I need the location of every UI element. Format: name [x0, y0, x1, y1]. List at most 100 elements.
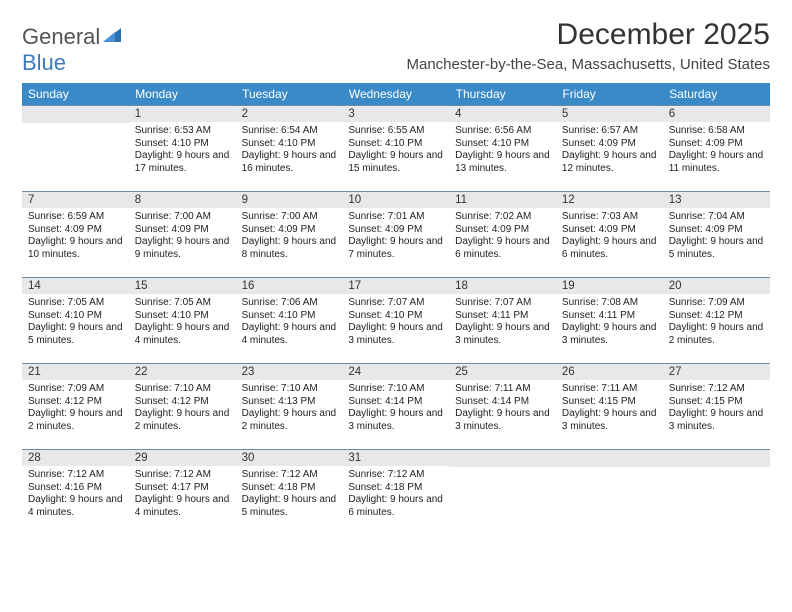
- day-number: 22: [129, 364, 236, 380]
- daylight-text: Daylight: 9 hours and 6 minutes.: [455, 236, 550, 261]
- day-details: Sunrise: 7:11 AMSunset: 4:14 PMDaylight:…: [449, 380, 556, 437]
- sunset-text: Sunset: 4:09 PM: [669, 224, 764, 237]
- sunset-text: Sunset: 4:09 PM: [28, 224, 123, 237]
- calendar-cell: 20Sunrise: 7:09 AMSunset: 4:12 PMDayligh…: [663, 278, 770, 364]
- day-header: Thursday: [449, 83, 556, 106]
- day-details: Sunrise: 7:02 AMSunset: 4:09 PMDaylight:…: [449, 208, 556, 265]
- calendar-cell: [22, 106, 129, 192]
- calendar-cell: 24Sunrise: 7:10 AMSunset: 4:14 PMDayligh…: [342, 364, 449, 450]
- day-details: Sunrise: 7:05 AMSunset: 4:10 PMDaylight:…: [129, 294, 236, 351]
- day-number: 12: [556, 192, 663, 208]
- day-number: 16: [236, 278, 343, 294]
- calendar-week-row: 28Sunrise: 7:12 AMSunset: 4:16 PMDayligh…: [22, 450, 770, 536]
- daylight-text: Daylight: 9 hours and 4 minutes.: [242, 322, 337, 347]
- daylight-text: Daylight: 9 hours and 5 minutes.: [242, 494, 337, 519]
- page-subtitle: Manchester-by-the-Sea, Massachusetts, Un…: [406, 56, 770, 73]
- sunrise-text: Sunrise: 6:54 AM: [242, 125, 337, 138]
- day-number: 1: [129, 106, 236, 122]
- calendar-cell: 12Sunrise: 7:03 AMSunset: 4:09 PMDayligh…: [556, 192, 663, 278]
- day-number: 31: [342, 450, 449, 466]
- calendar-cell: 4Sunrise: 6:56 AMSunset: 4:10 PMDaylight…: [449, 106, 556, 192]
- day-details: Sunrise: 7:05 AMSunset: 4:10 PMDaylight:…: [22, 294, 129, 351]
- day-details: Sunrise: 7:04 AMSunset: 4:09 PMDaylight:…: [663, 208, 770, 265]
- calendar-cell: 6Sunrise: 6:58 AMSunset: 4:09 PMDaylight…: [663, 106, 770, 192]
- sunset-text: Sunset: 4:12 PM: [28, 396, 123, 409]
- sunrise-text: Sunrise: 7:09 AM: [669, 297, 764, 310]
- sunset-text: Sunset: 4:13 PM: [242, 396, 337, 409]
- daylight-text: Daylight: 9 hours and 9 minutes.: [135, 236, 230, 261]
- sunset-text: Sunset: 4:09 PM: [562, 224, 657, 237]
- sunrise-text: Sunrise: 7:07 AM: [455, 297, 550, 310]
- day-details: Sunrise: 7:12 AMSunset: 4:16 PMDaylight:…: [22, 466, 129, 523]
- sunset-text: Sunset: 4:10 PM: [242, 310, 337, 323]
- daylight-text: Daylight: 9 hours and 8 minutes.: [242, 236, 337, 261]
- calendar-week-row: 7Sunrise: 6:59 AMSunset: 4:09 PMDaylight…: [22, 192, 770, 278]
- sunrise-text: Sunrise: 7:08 AM: [562, 297, 657, 310]
- daylight-text: Daylight: 9 hours and 2 minutes.: [669, 322, 764, 347]
- day-number: 9: [236, 192, 343, 208]
- sunset-text: Sunset: 4:10 PM: [28, 310, 123, 323]
- day-details: Sunrise: 7:09 AMSunset: 4:12 PMDaylight:…: [663, 294, 770, 351]
- day-details: Sunrise: 6:53 AMSunset: 4:10 PMDaylight:…: [129, 122, 236, 179]
- sunset-text: Sunset: 4:16 PM: [28, 482, 123, 495]
- sunrise-text: Sunrise: 7:02 AM: [455, 211, 550, 224]
- calendar-cell: 27Sunrise: 7:12 AMSunset: 4:15 PMDayligh…: [663, 364, 770, 450]
- daylight-text: Daylight: 9 hours and 3 minutes.: [455, 322, 550, 347]
- sunrise-text: Sunrise: 7:09 AM: [28, 383, 123, 396]
- sunrise-text: Sunrise: 7:11 AM: [562, 383, 657, 396]
- calendar-cell: 7Sunrise: 6:59 AMSunset: 4:09 PMDaylight…: [22, 192, 129, 278]
- calendar-cell: [556, 450, 663, 536]
- sunrise-text: Sunrise: 7:10 AM: [242, 383, 337, 396]
- sunset-text: Sunset: 4:17 PM: [135, 482, 230, 495]
- daylight-text: Daylight: 9 hours and 17 minutes.: [135, 150, 230, 175]
- daylight-text: Daylight: 9 hours and 3 minutes.: [348, 408, 443, 433]
- day-number: 23: [236, 364, 343, 380]
- sunrise-text: Sunrise: 7:06 AM: [242, 297, 337, 310]
- day-details: Sunrise: 7:07 AMSunset: 4:10 PMDaylight:…: [342, 294, 449, 351]
- day-number: 29: [129, 450, 236, 466]
- calendar-cell: [663, 450, 770, 536]
- calendar-cell: 25Sunrise: 7:11 AMSunset: 4:14 PMDayligh…: [449, 364, 556, 450]
- day-details: Sunrise: 7:12 AMSunset: 4:17 PMDaylight:…: [129, 466, 236, 523]
- day-number: 28: [22, 450, 129, 466]
- calendar-cell: 29Sunrise: 7:12 AMSunset: 4:17 PMDayligh…: [129, 450, 236, 536]
- calendar-cell: 10Sunrise: 7:01 AMSunset: 4:09 PMDayligh…: [342, 192, 449, 278]
- calendar-cell: 28Sunrise: 7:12 AMSunset: 4:16 PMDayligh…: [22, 450, 129, 536]
- sunrise-text: Sunrise: 7:01 AM: [348, 211, 443, 224]
- day-header: Wednesday: [342, 83, 449, 106]
- day-details: Sunrise: 7:10 AMSunset: 4:14 PMDaylight:…: [342, 380, 449, 437]
- sunrise-text: Sunrise: 7:11 AM: [455, 383, 550, 396]
- calendar-table: SundayMondayTuesdayWednesdayThursdayFrid…: [22, 83, 770, 536]
- daylight-text: Daylight: 9 hours and 2 minutes.: [135, 408, 230, 433]
- day-details: Sunrise: 7:01 AMSunset: 4:09 PMDaylight:…: [342, 208, 449, 265]
- page-title: December 2025: [406, 18, 770, 52]
- sunrise-text: Sunrise: 7:00 AM: [135, 211, 230, 224]
- day-details: Sunrise: 7:00 AMSunset: 4:09 PMDaylight:…: [236, 208, 343, 265]
- sunset-text: Sunset: 4:18 PM: [242, 482, 337, 495]
- calendar-cell: 22Sunrise: 7:10 AMSunset: 4:12 PMDayligh…: [129, 364, 236, 450]
- day-details: Sunrise: 7:12 AMSunset: 4:15 PMDaylight:…: [663, 380, 770, 437]
- day-details: Sunrise: 7:00 AMSunset: 4:09 PMDaylight:…: [129, 208, 236, 265]
- day-details: Sunrise: 7:03 AMSunset: 4:09 PMDaylight:…: [556, 208, 663, 265]
- logo-text-general: General: [22, 24, 100, 49]
- day-number: 27: [663, 364, 770, 380]
- sunset-text: Sunset: 4:18 PM: [348, 482, 443, 495]
- calendar-week-row: 21Sunrise: 7:09 AMSunset: 4:12 PMDayligh…: [22, 364, 770, 450]
- sunset-text: Sunset: 4:09 PM: [455, 224, 550, 237]
- daylight-text: Daylight: 9 hours and 2 minutes.: [242, 408, 337, 433]
- sunrise-text: Sunrise: 7:12 AM: [242, 469, 337, 482]
- day-header: Friday: [556, 83, 663, 106]
- sunset-text: Sunset: 4:09 PM: [348, 224, 443, 237]
- calendar-cell: 18Sunrise: 7:07 AMSunset: 4:11 PMDayligh…: [449, 278, 556, 364]
- calendar-week-row: 1Sunrise: 6:53 AMSunset: 4:10 PMDaylight…: [22, 106, 770, 192]
- day-header: Saturday: [663, 83, 770, 106]
- sunset-text: Sunset: 4:12 PM: [135, 396, 230, 409]
- calendar-week-row: 14Sunrise: 7:05 AMSunset: 4:10 PMDayligh…: [22, 278, 770, 364]
- sunset-text: Sunset: 4:09 PM: [669, 138, 764, 151]
- sunset-text: Sunset: 4:10 PM: [135, 138, 230, 151]
- sunrise-text: Sunrise: 7:07 AM: [348, 297, 443, 310]
- day-number: 20: [663, 278, 770, 294]
- day-details: Sunrise: 6:58 AMSunset: 4:09 PMDaylight:…: [663, 122, 770, 179]
- day-number: [449, 450, 556, 467]
- day-number: 5: [556, 106, 663, 122]
